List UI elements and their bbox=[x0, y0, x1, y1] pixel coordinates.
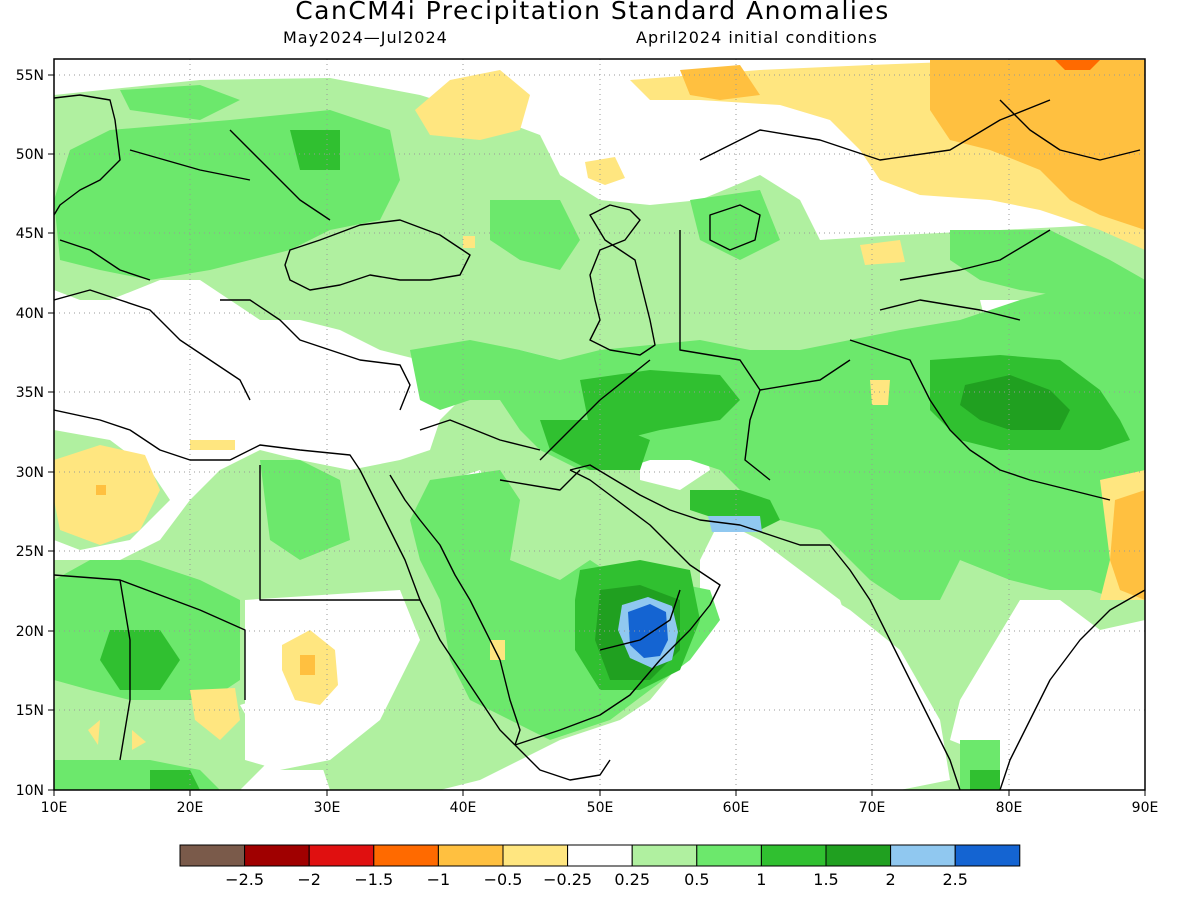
colorbar-label: −1.5 bbox=[354, 870, 393, 889]
lat-tick-label: 50N bbox=[16, 147, 44, 163]
initial-conditions: April2024 initial conditions bbox=[636, 28, 878, 47]
anomaly-fields bbox=[54, 60, 1145, 790]
colorbar-label: −2 bbox=[297, 870, 321, 889]
lon-tick-label: 40E bbox=[450, 800, 477, 816]
colorbar-label: 0.5 bbox=[684, 870, 709, 889]
lat-tick-label: 25N bbox=[16, 544, 44, 560]
colorbar: −2.5 −2 −1.5 −1 −0.5 −0.25 0.25 0.5 1 1.5 2 2.5 bbox=[179, 844, 1021, 889]
colorbar-label: 2 bbox=[886, 870, 896, 889]
lon-tick-label: 20E bbox=[177, 800, 204, 816]
colorbar-swatch bbox=[373, 844, 439, 867]
colorbar-label: −0.5 bbox=[484, 870, 523, 889]
lon-tick-label: 60E bbox=[723, 800, 750, 816]
colorbar-label: 1 bbox=[756, 870, 766, 889]
lat-axis-labels: 55N 50N 45N 40N 35N 30N 25N 20N 15N 10N bbox=[16, 68, 44, 799]
colorbar-label: −2.5 bbox=[225, 870, 264, 889]
anomaly-dark-orange bbox=[1055, 60, 1100, 70]
map-title: CanCM4i Precipitation Standard Anomalies bbox=[295, 0, 890, 25]
lat-tick-label: 30N bbox=[16, 465, 44, 481]
colorbar-swatch bbox=[631, 844, 698, 867]
tick-marks bbox=[48, 74, 1146, 796]
lat-tick-label: 45N bbox=[16, 226, 44, 242]
colorbar-swatch bbox=[696, 844, 762, 867]
colorbar-swatch bbox=[244, 844, 310, 867]
colorbar-swatch bbox=[954, 844, 1021, 867]
lon-tick-label: 80E bbox=[996, 800, 1023, 816]
colorbar-swatch bbox=[437, 844, 504, 867]
colorbar-swatch bbox=[179, 844, 246, 867]
colorbar-swatch bbox=[890, 844, 956, 867]
lon-tick-label: 30E bbox=[314, 800, 341, 816]
lon-tick-label: 50E bbox=[587, 800, 614, 816]
colorbar-swatch bbox=[308, 844, 375, 867]
lat-tick-label: 40N bbox=[16, 306, 44, 322]
lon-tick-label: 70E bbox=[859, 800, 886, 816]
anomaly-orange bbox=[96, 60, 1145, 675]
colorbar-label: −0.25 bbox=[543, 870, 592, 889]
lat-tick-label: 10N bbox=[16, 783, 44, 799]
lat-tick-label: 35N bbox=[16, 385, 44, 401]
colorbar-swatch bbox=[567, 844, 633, 867]
colorbar-swatch bbox=[825, 844, 892, 867]
colorbar-label: 1.5 bbox=[813, 870, 838, 889]
colorbar-label: −1 bbox=[427, 870, 451, 889]
lat-tick-label: 55N bbox=[16, 68, 44, 84]
lat-tick-label: 15N bbox=[16, 703, 44, 719]
colorbar-label: 2.5 bbox=[942, 870, 967, 889]
colorbar-swatch bbox=[760, 844, 827, 867]
colorbar-label: 0.25 bbox=[614, 870, 650, 889]
lon-axis-labels: 10E 20E 30E 40E 50E 60E 70E 80E 90E bbox=[41, 800, 1159, 816]
lon-tick-label: 10E bbox=[41, 800, 68, 816]
grid-lines bbox=[54, 59, 1145, 790]
anomaly-blue bbox=[628, 604, 668, 658]
lon-tick-label: 90E bbox=[1132, 800, 1159, 816]
forecast-period: May2024—Jul2024 bbox=[283, 28, 448, 47]
lat-tick-label: 20N bbox=[16, 624, 44, 640]
coastlines bbox=[54, 94, 1145, 790]
colorbar-swatch bbox=[502, 844, 569, 867]
